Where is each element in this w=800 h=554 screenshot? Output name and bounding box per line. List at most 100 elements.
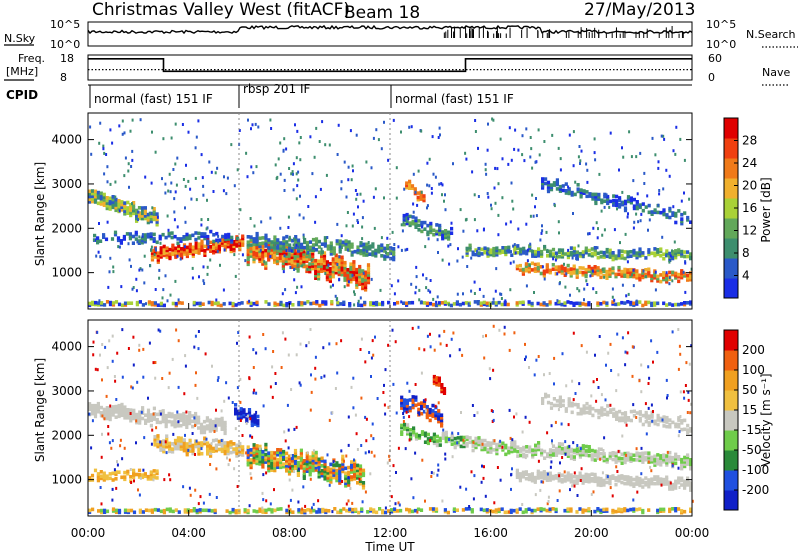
- echo-cell: [344, 479, 348, 483]
- echo-cell: [513, 440, 517, 444]
- echo-cell: [479, 301, 483, 305]
- echo-speckle: [492, 324, 495, 328]
- echo-cell: [164, 416, 168, 421]
- echo-speckle: [109, 182, 112, 186]
- echo-cell: [618, 198, 622, 202]
- echo-cell: [105, 414, 109, 418]
- echo-cell: [349, 267, 353, 271]
- echo-cell: [412, 430, 416, 435]
- echo-speckle: [493, 186, 496, 190]
- echo-speckle: [590, 492, 593, 496]
- echo-cell: [533, 508, 537, 513]
- echo-speckle: [154, 288, 157, 291]
- echo-cell: [329, 244, 333, 248]
- echo-cell: [366, 268, 371, 272]
- echo-cell: [392, 249, 396, 254]
- echo-cell: [246, 445, 250, 449]
- echo-speckle: [281, 292, 284, 296]
- echo-speckle: [107, 285, 110, 289]
- echo-cell: [171, 450, 175, 454]
- echo-speckle: [484, 494, 487, 498]
- echo-cell: [611, 300, 615, 304]
- echo-cell: [549, 406, 554, 410]
- echo-cell: [212, 248, 216, 253]
- echo-cell: [557, 446, 562, 451]
- echo-speckle: [601, 267, 604, 271]
- echo-cell: [632, 301, 636, 306]
- echo-cell: [182, 250, 187, 254]
- echo-cell: [287, 259, 291, 263]
- echo-speckle: [624, 350, 627, 354]
- echo-speckle: [605, 193, 608, 197]
- echo-cell: [335, 478, 339, 483]
- echo-speckle: [170, 136, 173, 140]
- echo-cell: [212, 239, 216, 244]
- echo-cell: [686, 483, 690, 487]
- echo-cell: [530, 476, 534, 481]
- echo-cell: [90, 194, 95, 199]
- echo-speckle: [374, 335, 376, 339]
- echo-cell: [596, 452, 600, 456]
- echo-speckle: [494, 166, 497, 170]
- echo-cell: [617, 268, 621, 272]
- echo-cell: [425, 301, 430, 306]
- echo-cell: [392, 247, 396, 251]
- echo-cell: [554, 301, 558, 306]
- echo-cell: [341, 240, 345, 245]
- echo-cell: [541, 399, 545, 403]
- echo-cell: [114, 477, 118, 481]
- echo-cell: [114, 407, 118, 412]
- echo-speckle: [524, 415, 527, 419]
- echo-cell: [492, 246, 496, 251]
- echo-cell: [402, 222, 406, 227]
- echo-cell: [569, 271, 573, 276]
- echo-speckle: [176, 410, 179, 414]
- echo-cell: [152, 212, 156, 216]
- echo-cell: [516, 445, 520, 449]
- echo-speckle: [183, 392, 186, 396]
- echo-cell: [480, 445, 484, 450]
- echo-cell: [656, 462, 660, 466]
- echo-cell: [338, 476, 342, 480]
- echo-speckle: [476, 229, 479, 233]
- echo-cell: [590, 271, 594, 275]
- echo-speckle: [295, 172, 298, 176]
- echo-speckle: [215, 496, 218, 499]
- echo-cell: [278, 258, 282, 263]
- echo-cell: [435, 223, 439, 227]
- echo-cell: [558, 397, 562, 402]
- echo-cell: [349, 269, 353, 274]
- echo-cell: [548, 450, 553, 454]
- echo-speckle: [535, 214, 538, 218]
- echo-cell: [585, 190, 589, 194]
- echo-cell: [519, 447, 523, 451]
- echo-cell: [453, 445, 457, 450]
- echo-cell: [656, 276, 660, 281]
- echo-speckle: [216, 166, 219, 170]
- echo-cell: [303, 240, 307, 245]
- echo-speckle: [429, 290, 432, 294]
- echo-speckle: [290, 454, 292, 458]
- echo-cell: [530, 472, 534, 476]
- echo-cell: [108, 204, 112, 209]
- echo-cell: [558, 189, 562, 193]
- echo-cell: [662, 453, 666, 457]
- echo-cell: [161, 414, 165, 418]
- echo-speckle: [306, 451, 309, 455]
- echo-cell: [102, 200, 106, 205]
- echo-cell: [206, 241, 210, 246]
- echo-cell: [400, 400, 404, 405]
- echo-cell: [437, 411, 441, 416]
- echo-cell: [108, 201, 112, 206]
- echo-cell: [232, 248, 236, 253]
- echo-cell: [406, 432, 410, 436]
- echo-cell: [603, 199, 607, 203]
- echo-speckle: [91, 419, 94, 423]
- echo-speckle: [370, 166, 373, 170]
- echo-speckle: [672, 149, 675, 153]
- echo-cell: [647, 423, 651, 427]
- echo-cell: [261, 252, 265, 256]
- echo-speckle: [255, 391, 258, 395]
- echo-cell: [322, 253, 327, 258]
- echo-cell: [168, 449, 172, 454]
